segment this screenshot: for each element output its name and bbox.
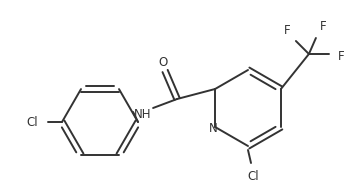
Text: O: O: [158, 56, 168, 68]
Text: F: F: [284, 25, 290, 37]
Text: N: N: [209, 122, 218, 136]
Text: F: F: [320, 20, 326, 33]
Text: Cl: Cl: [247, 170, 259, 183]
Text: F: F: [337, 50, 344, 63]
Text: NH: NH: [134, 108, 152, 122]
Text: Cl: Cl: [26, 115, 38, 129]
